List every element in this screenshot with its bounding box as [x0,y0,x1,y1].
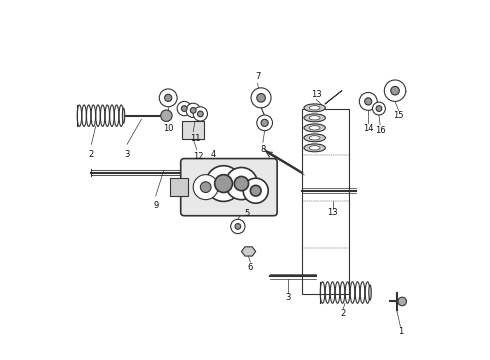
Circle shape [215,175,232,193]
Circle shape [359,93,377,111]
Ellipse shape [304,104,325,112]
Circle shape [161,110,172,121]
Ellipse shape [122,108,125,123]
Text: 15: 15 [393,111,404,120]
Ellipse shape [304,144,325,152]
Circle shape [250,185,261,196]
Text: 10: 10 [163,124,173,133]
Ellipse shape [309,136,320,140]
Ellipse shape [309,106,320,110]
Ellipse shape [304,124,325,132]
Bar [170,178,188,196]
Text: 2: 2 [341,310,346,319]
Text: 12: 12 [194,152,204,161]
Text: 3: 3 [124,150,130,159]
Circle shape [234,176,248,191]
Circle shape [245,166,259,179]
Bar [182,121,204,139]
Circle shape [257,115,272,131]
Circle shape [261,119,268,126]
Circle shape [231,219,245,234]
FancyBboxPatch shape [181,158,277,216]
Circle shape [398,297,407,306]
Text: 3: 3 [285,293,291,302]
Circle shape [376,106,382,111]
Circle shape [186,103,200,117]
Ellipse shape [304,114,325,122]
Ellipse shape [309,146,320,150]
Text: 5: 5 [244,210,249,219]
Circle shape [251,88,271,108]
Text: 13: 13 [327,208,338,217]
Circle shape [181,106,187,111]
Circle shape [193,107,207,121]
Text: 1: 1 [398,327,403,336]
Circle shape [225,167,258,200]
Bar [302,109,348,294]
Text: 4: 4 [210,150,216,159]
Ellipse shape [369,285,371,300]
Text: 11: 11 [190,134,200,143]
Ellipse shape [309,116,320,120]
Circle shape [365,98,372,105]
Circle shape [257,94,266,102]
Circle shape [197,111,203,117]
Polygon shape [242,247,256,256]
Circle shape [177,102,192,116]
Text: 14: 14 [363,124,373,133]
Text: 9: 9 [153,201,158,210]
Text: 7: 7 [255,72,260,81]
Circle shape [159,89,177,107]
Circle shape [243,178,268,203]
Circle shape [165,94,172,102]
Circle shape [384,80,406,102]
Circle shape [206,166,242,202]
Ellipse shape [304,134,325,142]
Circle shape [372,102,386,115]
Circle shape [391,86,399,95]
Text: 8: 8 [260,145,266,154]
Circle shape [190,108,196,113]
Text: 16: 16 [375,126,385,135]
Ellipse shape [309,126,320,130]
Text: 2: 2 [89,150,94,159]
Text: 6: 6 [247,263,253,272]
Circle shape [235,224,241,229]
Text: 13: 13 [311,90,322,99]
Circle shape [193,175,218,200]
Circle shape [200,182,211,193]
